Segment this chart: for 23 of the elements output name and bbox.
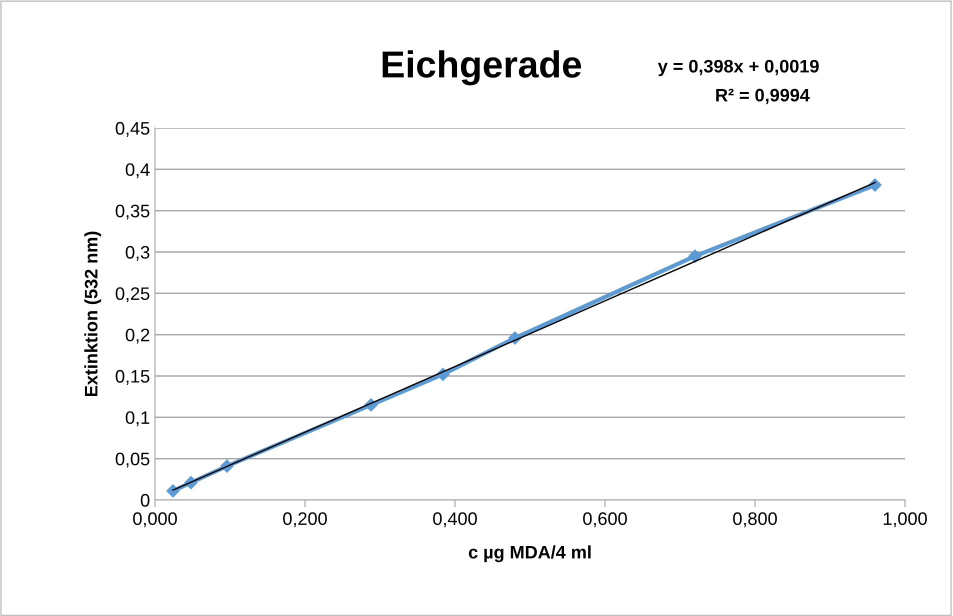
y-tick-label: 0 xyxy=(140,494,150,507)
x-tick-label: 0,000 xyxy=(133,512,177,528)
y-tick-label: 0,35 xyxy=(116,204,150,220)
x-tick-label: 0,600 xyxy=(583,512,627,528)
y-axis-title: Extinktion (532 nm) xyxy=(84,232,102,396)
y-tick-label: 0,1 xyxy=(126,411,150,426)
x-tick-label: 0,400 xyxy=(433,512,477,528)
x-tick-label: 0,800 xyxy=(733,512,777,528)
y-tick-label: 0,05 xyxy=(116,452,150,468)
chart-title: Eichgerade xyxy=(382,50,582,86)
y-tick-label: 0,3 xyxy=(126,246,150,261)
x-tick-label: 1,000 xyxy=(884,512,927,528)
text: R² = 0,9994 xyxy=(716,88,810,104)
y-tick-label: 0,25 xyxy=(116,287,150,302)
text: y = 0,398x + 0,0019 xyxy=(658,60,819,76)
y-tick-label: 0,4 xyxy=(126,163,150,178)
point xyxy=(166,484,180,498)
y-tick-label: 0,2 xyxy=(126,328,150,344)
point xyxy=(688,250,702,263)
x-axis-title: c µg MDA/4 ml xyxy=(468,545,591,562)
y-tick-label: 0,45 xyxy=(116,122,150,137)
y-tick-label: 0,15 xyxy=(116,370,150,385)
x-tick-label: 0,200 xyxy=(283,512,327,528)
